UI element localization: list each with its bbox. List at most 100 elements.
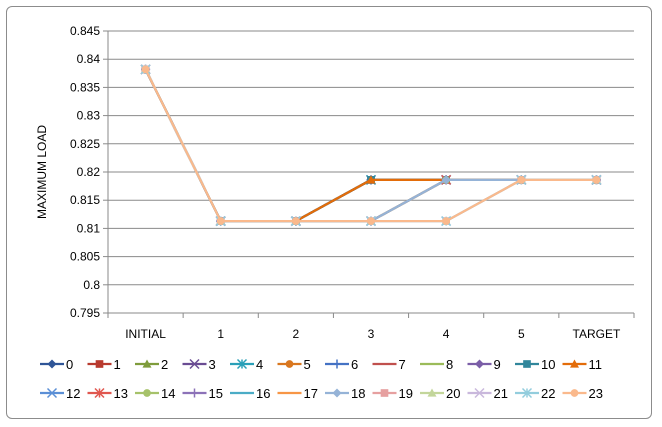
legend-item: 14 bbox=[135, 386, 175, 401]
series-line bbox=[144, 68, 597, 223]
y-tick-label: 0.845 bbox=[70, 24, 100, 38]
data-point bbox=[292, 217, 300, 225]
y-tick-label: 0.81 bbox=[77, 221, 101, 235]
series-line bbox=[144, 68, 597, 223]
legend-label: 1 bbox=[114, 357, 121, 372]
series-8 bbox=[144, 68, 597, 223]
y-tick-label: 0.795 bbox=[70, 306, 100, 320]
y-tick-label: 0.83 bbox=[77, 109, 101, 123]
series-line bbox=[144, 68, 597, 223]
series-line bbox=[144, 68, 597, 223]
legend-label: 11 bbox=[589, 357, 603, 372]
legend-item: 21 bbox=[467, 386, 508, 401]
marker-square bbox=[95, 360, 104, 368]
legend-item: 19 bbox=[372, 386, 413, 401]
series-line bbox=[144, 68, 597, 223]
marker-circle bbox=[285, 360, 294, 368]
series-lines bbox=[140, 64, 602, 227]
series-7 bbox=[144, 68, 597, 223]
y-tick-labels: 0.795 0.8 0.805 0.81 0.815 0.82 0.825 0.83 0.835… bbox=[70, 24, 100, 320]
legend-label: 21 bbox=[494, 386, 508, 401]
marker-star bbox=[236, 358, 248, 370]
legend-item: 4 bbox=[230, 357, 263, 372]
y-tick-label: 0.825 bbox=[70, 137, 100, 151]
legend-item: 17 bbox=[277, 386, 318, 401]
data-point bbox=[441, 175, 451, 185]
y-axis-title: MAXIMUM LOAD bbox=[35, 125, 49, 219]
legend-item: 3 bbox=[182, 357, 216, 372]
marker-triangle bbox=[427, 388, 437, 397]
x-tick-label: 1 bbox=[217, 327, 224, 341]
legend-label: 20 bbox=[446, 386, 460, 401]
legend-label: 8 bbox=[446, 357, 453, 372]
legend-item: 22 bbox=[515, 386, 555, 401]
marker-x bbox=[189, 358, 200, 370]
series-line bbox=[144, 68, 597, 223]
marker-triangle bbox=[142, 359, 152, 368]
legend-label: 10 bbox=[541, 357, 555, 372]
legend-item: 20 bbox=[420, 386, 460, 401]
x-tick-labels: INITIAL 1 2 3 4 5 TARGET bbox=[125, 327, 621, 341]
marker-square bbox=[380, 389, 389, 397]
y-tick-label: 0.835 bbox=[70, 80, 100, 94]
series-line bbox=[144, 68, 597, 223]
legend-item: 11 bbox=[562, 357, 603, 372]
y-tick-label: 0.815 bbox=[70, 193, 100, 207]
series-line bbox=[144, 68, 597, 223]
marker-x bbox=[474, 387, 485, 399]
chart-frame bbox=[6, 6, 652, 419]
legend-label: 13 bbox=[114, 386, 128, 401]
data-point bbox=[592, 176, 601, 184]
series-line bbox=[144, 68, 597, 223]
series-line bbox=[144, 68, 597, 223]
legend-item: 13 bbox=[87, 386, 128, 401]
marker-star bbox=[521, 387, 533, 399]
legend-item: 23 bbox=[562, 386, 603, 401]
legend-item: 5 bbox=[277, 357, 311, 372]
marker-plus bbox=[332, 359, 342, 369]
y-tick-label: 0.84 bbox=[77, 52, 101, 66]
series-23 bbox=[141, 65, 601, 225]
series-16 bbox=[144, 68, 597, 223]
legend-label: 7 bbox=[399, 357, 406, 372]
legend-label: 23 bbox=[589, 386, 603, 401]
y-tick-label: 0.82 bbox=[77, 165, 101, 179]
legend-item: 9 bbox=[467, 357, 501, 372]
legend-item: 2 bbox=[135, 357, 168, 372]
data-point bbox=[442, 217, 450, 225]
legend-item: 0 bbox=[40, 357, 73, 372]
series-line bbox=[144, 68, 597, 223]
x-tick-label: 2 bbox=[293, 327, 300, 341]
legend-label: 0 bbox=[66, 357, 73, 372]
legend-label: 4 bbox=[256, 357, 263, 372]
legend-label: 16 bbox=[256, 386, 270, 401]
legend-label: 17 bbox=[304, 386, 318, 401]
marker-diamond bbox=[475, 359, 484, 369]
data-point bbox=[141, 65, 150, 74]
series-line bbox=[144, 68, 597, 223]
marker-x bbox=[46, 387, 58, 399]
legend-label: 9 bbox=[494, 357, 501, 372]
legend-label: 3 bbox=[209, 357, 216, 372]
x-tick-label: 4 bbox=[443, 327, 450, 341]
series-line bbox=[144, 68, 597, 223]
x-tick-label: 5 bbox=[518, 327, 525, 341]
legend-item: 18 bbox=[325, 386, 365, 401]
marker-square bbox=[523, 360, 531, 368]
data-point bbox=[517, 176, 526, 184]
series-line bbox=[144, 68, 597, 223]
x-tick-label: INITIAL bbox=[125, 327, 166, 341]
series-line bbox=[144, 68, 597, 223]
marker-triangle bbox=[570, 359, 579, 368]
marker-star bbox=[94, 387, 105, 399]
legend-label: 15 bbox=[209, 386, 223, 401]
series-line bbox=[144, 68, 597, 223]
legend-item: 1 bbox=[87, 357, 121, 372]
data-point bbox=[216, 217, 225, 225]
data-point bbox=[367, 217, 375, 225]
marker-diamond bbox=[332, 388, 342, 398]
series-line bbox=[144, 68, 597, 223]
marker-plus bbox=[190, 388, 199, 398]
